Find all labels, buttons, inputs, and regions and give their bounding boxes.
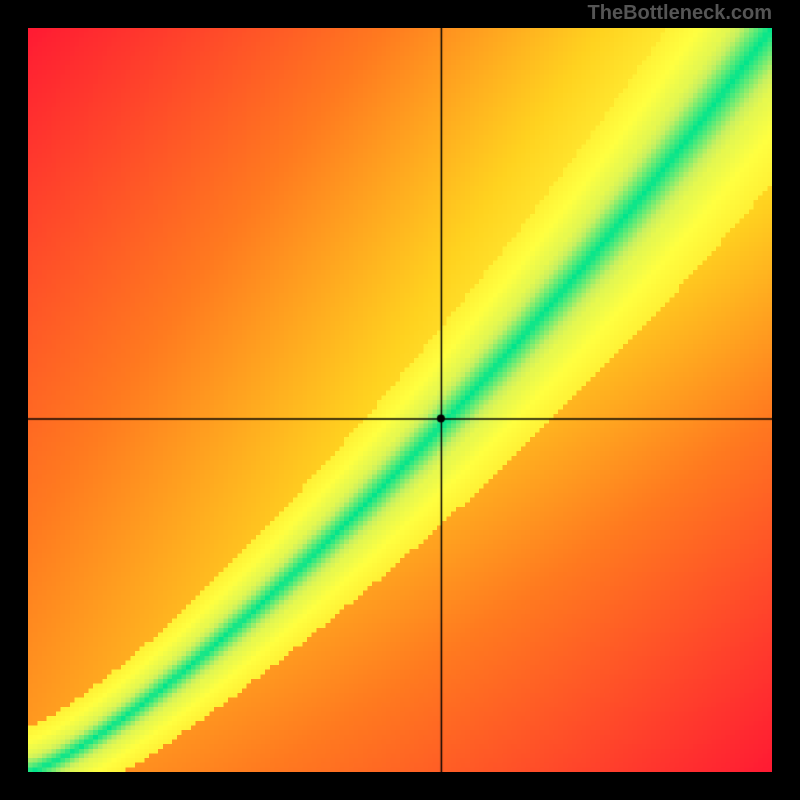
crosshair-overlay <box>28 28 772 772</box>
watermark-text: TheBottleneck.com <box>588 2 772 25</box>
chart-container: TheBottleneck.com <box>0 0 800 800</box>
